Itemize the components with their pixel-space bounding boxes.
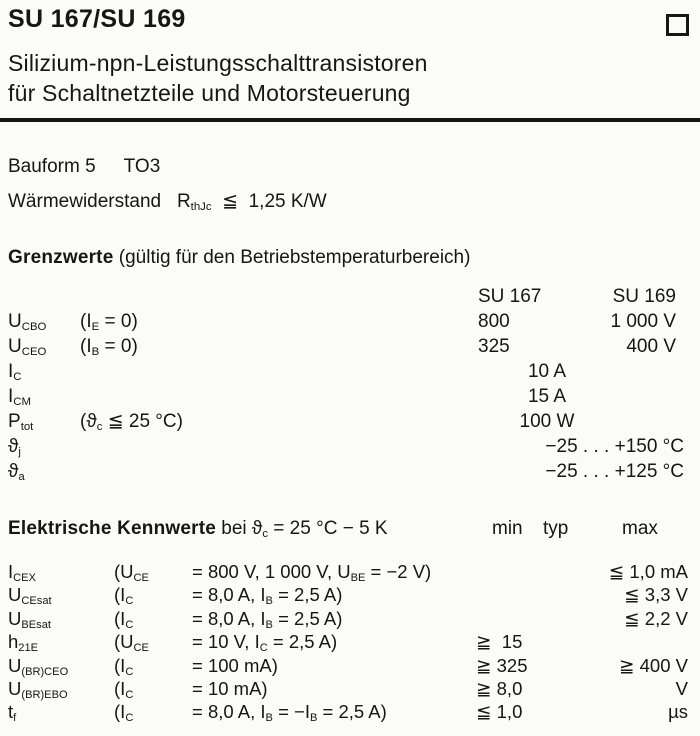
min-value: ≦ 1,0 (476, 701, 523, 723)
value-common: 100 W (519, 411, 575, 432)
value-common: 15 A (527, 386, 567, 407)
param-condition: (IB = 0) (80, 336, 138, 359)
value-common: 10 A (527, 361, 567, 382)
value-range: −25 . . . +125 °C (545, 461, 684, 482)
limit-row-icm: ICM 15 A (8, 384, 676, 409)
condition-symbol: (UCE (114, 631, 149, 655)
package-line: Bauform 5 TO3 (8, 155, 700, 179)
param-symbol: tf (8, 701, 17, 725)
package-value: TO3 (123, 156, 161, 177)
max-value: ≦ 2,2 V (624, 607, 688, 629)
column-header-su167: SU 167 (478, 286, 542, 307)
condition-text: = 100 mA) (192, 654, 278, 676)
condition-text: = 10 V, IC = 2,5 A) (192, 631, 338, 655)
electrical-row-icex: ICEX (UCE = 800 V, 1 000 V, UBE = −2 V) ≦ … (8, 560, 688, 585)
limits-column-header: SU 167 SU 169 (8, 284, 676, 309)
param-symbol: U(BR)EBO (8, 677, 68, 702)
electrical-row-ubrebo: U(BR)EBO (IC = 10 mA) ≧ 8,0 V (8, 677, 688, 701)
condition-symbol: (IC (114, 584, 134, 608)
condition-symbol: (IC (114, 607, 134, 631)
limits-table: SU 167 SU 169 UCBO (IE = 0) 800 1 000 V U… (8, 284, 684, 484)
electrical-section-heading: Elektrische Kennwerte bei ϑc = 25 °C − 5… (8, 517, 688, 543)
horizontal-rule (0, 118, 700, 122)
condition-text: = 8,0 A, IB = 2,5 A) (192, 607, 343, 631)
electrical-row-ubesat: UBEsat (IC = 8,0 A, IB = 2,5 A) ≦ 2,2 V (8, 607, 688, 631)
max-value: ≦ 3,3 V (624, 584, 688, 606)
electrical-row-ubrceo: U(BR)CEO (IC = 100 mA) ≧ 325 ≧ 400 V (8, 654, 688, 678)
electrical-row-ucesat: UCEsat (IC = 8,0 A, IB = 2,5 A) ≦ 3,3 V (8, 583, 688, 608)
condition-symbol: (IC (114, 701, 134, 725)
electrical-table: ICEX (UCE = 800 V, 1 000 V, UBE = −2 V) ≦ … (8, 560, 688, 724)
condition-symbol: (UCE (114, 561, 149, 585)
limit-row-ptot: Ptot (ϑc ≦ 25 °C) 100 W (8, 409, 676, 434)
limit-row-uceo: UCEO (IB = 0) 325 400 V (8, 334, 676, 359)
condition-symbol: (IC (114, 654, 134, 678)
param-condition: (IE = 0) (80, 311, 138, 334)
param-symbol: UBEsat (8, 607, 51, 631)
max-value: ≧ 400 V (619, 654, 688, 676)
page-subtitle: Silizium-npn-Leistungsschalttransistoren… (8, 48, 700, 108)
column-header-max: max (622, 518, 658, 539)
limit-row-ic: IC 10 A (8, 359, 676, 384)
param-symbol: Ptot (8, 411, 34, 434)
value-su167: 800 (478, 311, 510, 332)
max-value: V (675, 677, 688, 699)
param-symbol: U(BR)CEO (8, 654, 69, 678)
package-label: Bauform 5 (8, 156, 96, 177)
limit-row-ucbo: UCBO (IE = 0) 800 1 000 V (8, 309, 676, 334)
limit-row-theta-j: ϑj −25 . . . +150 °C (8, 434, 684, 459)
limits-heading-rest: (gültig für den Betriebstemperaturbereic… (113, 247, 471, 268)
param-symbol: ICEX (8, 561, 36, 585)
condition-symbol: (IC (114, 677, 134, 702)
column-header-typ: typ (543, 518, 569, 539)
value-su169: 400 V (626, 336, 676, 357)
param-symbol: ϑj (8, 436, 21, 459)
value-su169: 1 000 V (610, 311, 677, 332)
electrical-heading-rest: bei ϑc = 25 °C − 5 K (216, 518, 388, 541)
param-symbol: UCEO (8, 336, 47, 359)
limits-section-heading: Grenzwerte (gültig für den Betriebstempe… (8, 246, 700, 270)
condition-text: = 8,0 A, IB = 2,5 A) (192, 584, 343, 608)
condition-text: = 10 mA) (192, 677, 268, 699)
subtitle-line-2: für Schaltnetzteile und Motorsteuerung (8, 80, 411, 106)
param-condition: (ϑc ≦ 25 °C) (80, 411, 183, 434)
corner-square-icon (666, 14, 689, 36)
param-symbol: IC (8, 361, 22, 384)
value-range: −25 . . . +150 °C (545, 436, 684, 457)
subtitle-line-1: Silizium-npn-Leistungsschalttransistoren (8, 50, 428, 76)
thermal-resistance-line: Wärmewiderstand RthJc ≦ 1,25 K/W (8, 191, 327, 214)
max-value: µs (668, 701, 688, 723)
condition-text: = 8,0 A, IB = −IB = 2,5 A) (192, 701, 387, 725)
max-value: ≦ 1,0 mA (608, 561, 688, 582)
column-header-su169: SU 169 (612, 286, 676, 307)
value-su167: 325 (478, 336, 510, 357)
param-symbol: h21E (8, 631, 39, 655)
electrical-heading-bold: Elektrische Kennwerte (8, 518, 217, 539)
electrical-row-tf: tf (IC = 8,0 A, IB = −IB = 2,5 A) ≦ 1,0 µs (8, 700, 688, 725)
min-value: ≧ 15 (476, 631, 523, 653)
limits-heading-bold: Grenzwerte (8, 247, 114, 268)
param-symbol: UCBO (8, 311, 47, 334)
limit-row-theta-a: ϑa −25 . . . +125 °C (8, 459, 684, 484)
page-title: SU 167/SU 169 (8, 5, 186, 33)
electrical-row-h21e: h21E (UCE = 10 V, IC = 2,5 A) ≧ 15 (8, 630, 688, 655)
min-value: ≧ 8,0 (476, 677, 523, 699)
param-symbol: UCEsat (8, 584, 52, 608)
condition-text: = 800 V, 1 000 V, UBE = −2 V) (192, 561, 432, 585)
column-header-min: min (492, 518, 523, 539)
min-value: ≧ 325 (476, 654, 528, 676)
param-symbol: ϑa (8, 461, 25, 484)
param-symbol: ICM (8, 386, 31, 409)
